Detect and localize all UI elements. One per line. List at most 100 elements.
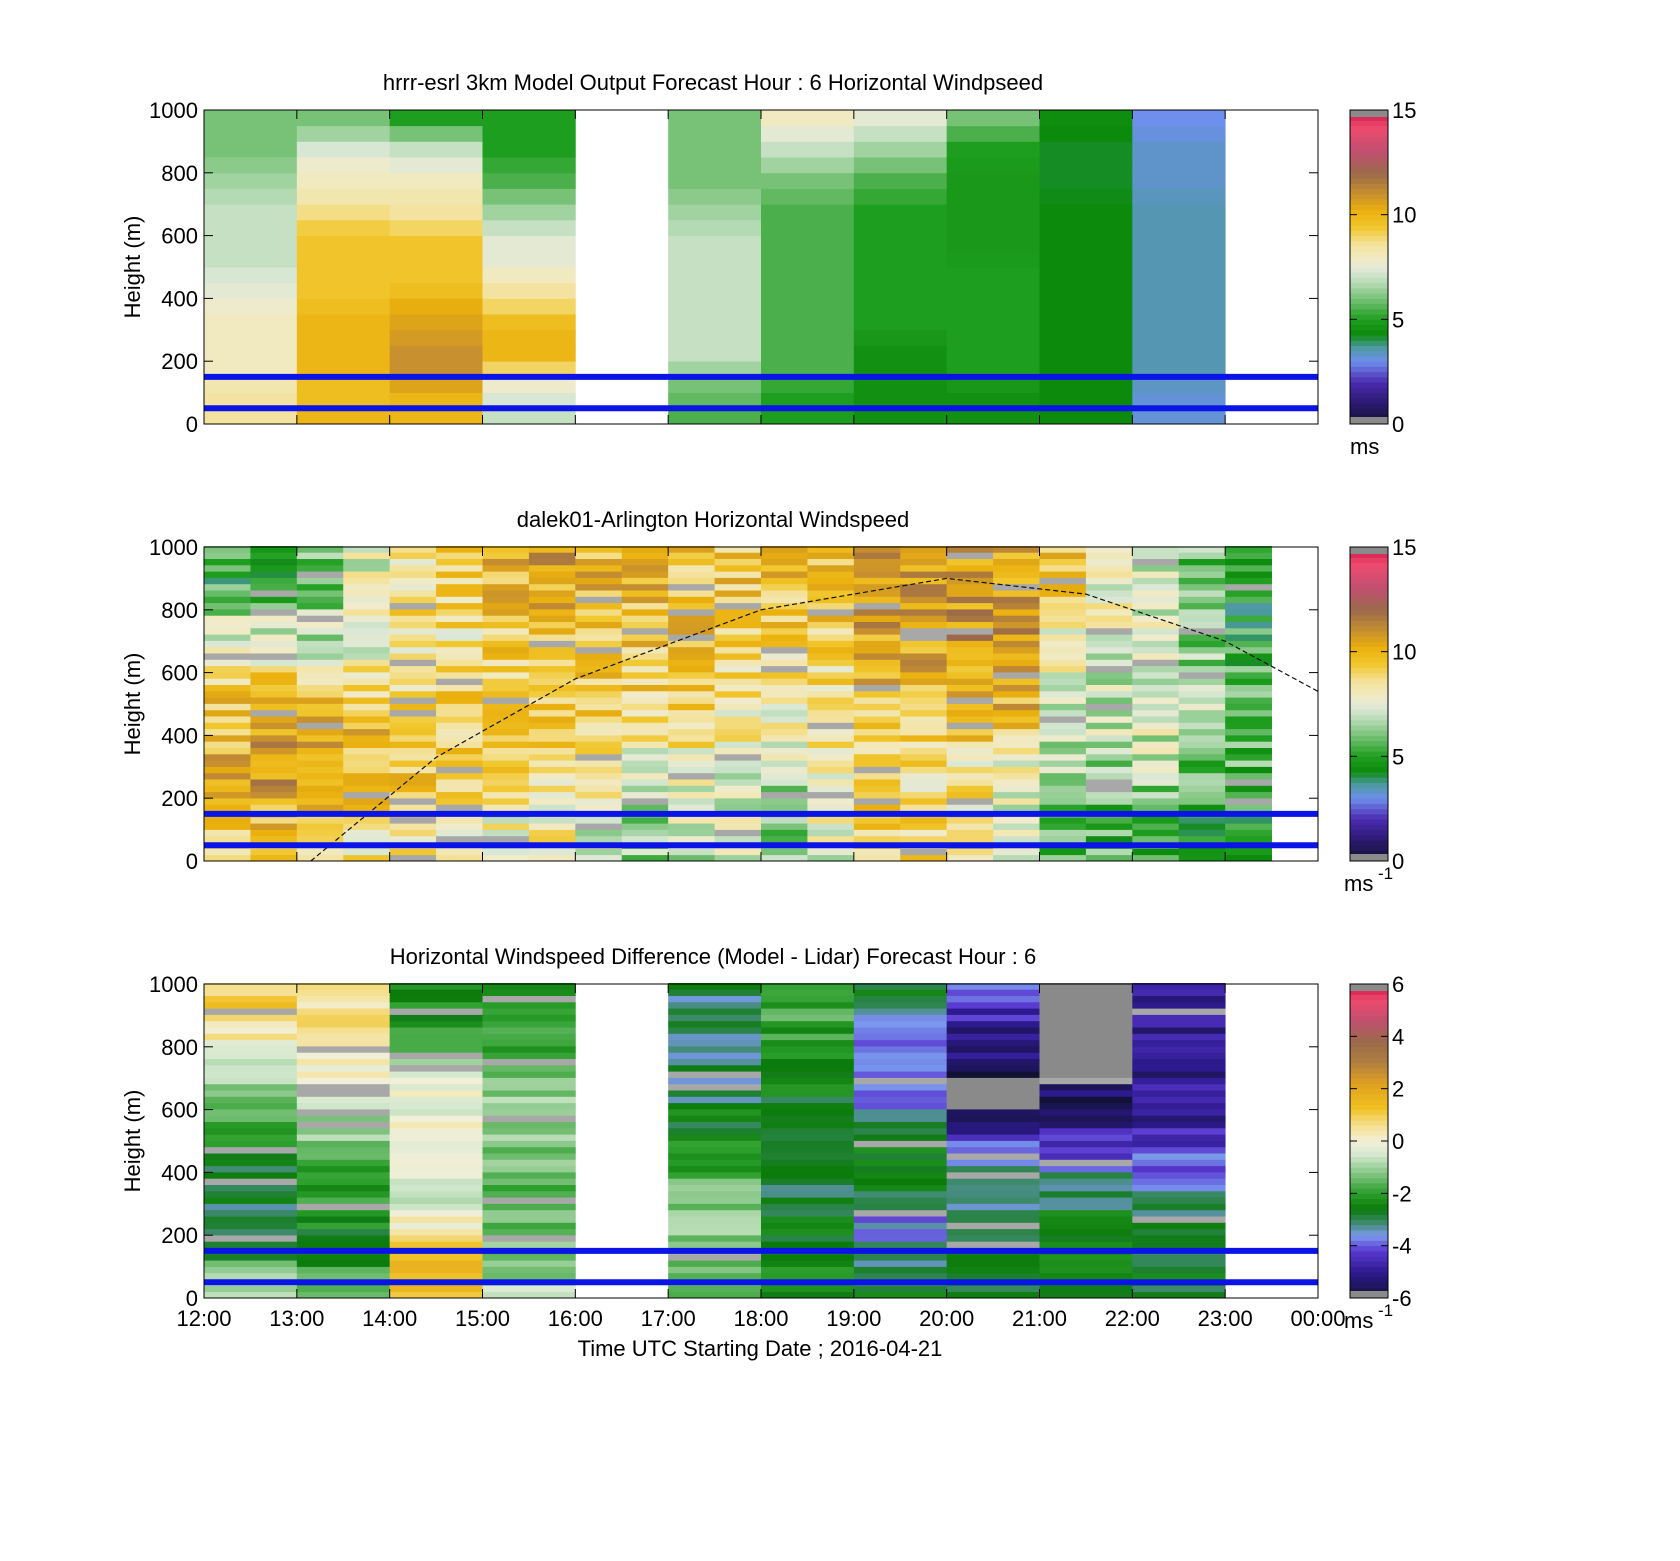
colorbar-unit: ms [1344,871,1373,896]
heatmap-cell [668,798,715,805]
heatmap-cell [436,741,483,748]
heatmap-cell [853,697,901,704]
heatmap-cell [436,854,483,862]
heatmap-cell [668,329,762,346]
colorbar-swatch [1350,994,1388,1001]
heatmap-cell [204,172,298,189]
heatmap-cell [853,816,901,824]
heatmap-cell [761,854,808,862]
heatmap-cell [1178,640,1226,648]
heatmap-cell [853,282,948,299]
heatmap-cell [761,392,855,409]
heatmap-cell [807,697,855,704]
heatmap-cell [204,1235,298,1242]
heatmap-cell [853,596,901,604]
heatmap-cell [993,848,1040,856]
heatmap-cell [482,735,530,742]
heatmap-cell [1039,627,1087,635]
heatmap-cell [807,627,855,635]
heatmap-cell [853,1064,948,1072]
colorbar-swatch [1350,314,1388,320]
heatmap-cell [389,596,437,604]
heatmap-cell [714,672,762,679]
heatmap-cell [714,798,762,805]
colorbar-swatch [1350,178,1388,184]
heatmap-cell [1132,1121,1226,1129]
heatmap-cell [1132,1285,1226,1293]
heatmap-cell [204,804,251,811]
heatmap-cell [900,646,948,654]
heatmap-cell [575,596,623,604]
heatmap-cell [1225,546,1272,553]
colorbar-swatch [1350,371,1388,378]
heatmap-cell [389,1134,483,1141]
heatmap-cell [761,983,855,990]
heatmap-cell [482,1253,576,1261]
heatmap-cell [389,829,437,837]
heatmap-cell [528,615,576,622]
heatmap-cell [853,298,948,315]
heatmap-cell [1039,804,1087,811]
heatmap-cell [1225,634,1272,641]
heatmap-cell [1132,1033,1226,1041]
heatmap-cell [296,722,344,730]
heatmap-cell [1039,1228,1133,1236]
colorbar-unit: ms [1350,434,1379,459]
heatmap-cell [1132,1020,1226,1028]
heatmap-cell [946,172,1040,189]
heatmap-cell [853,392,948,409]
heatmap-cell [668,709,715,717]
heatmap-cell [528,848,576,856]
heatmap-cell [1132,716,1180,723]
y-tick-label: 200 [161,786,198,811]
heatmap-cell [900,602,948,610]
y-axis-label: Height (m) [120,653,145,756]
heatmap-cell [204,1046,298,1053]
heatmap-cell [204,747,251,755]
heatmap-cell [946,1058,1040,1066]
heatmap-cell [482,816,530,824]
heatmap-cell [853,235,948,252]
heatmap-cell [1225,583,1272,591]
colorbar-swatch [1350,630,1388,637]
colorbar-swatch [1350,204,1388,210]
heatmap-cell [1225,798,1272,805]
heatmap-cell [575,659,623,667]
heatmap-cell [1039,684,1087,692]
heatmap-cell [853,1083,948,1091]
heatmap-cell [575,678,623,685]
heatmap-cell [853,267,948,284]
heatmap-cell [946,646,994,654]
colorbar-swatch [1350,340,1388,346]
heatmap-cell [1178,829,1226,837]
heatmap-cell [946,1241,1040,1248]
heatmap-cell [482,829,530,837]
heatmap-cell [296,829,344,837]
heatmap-cell [853,1272,948,1280]
heatmap-cell [436,690,483,698]
heatmap-cell [946,298,1040,315]
heatmap-cell [482,1153,576,1160]
heatmap-cell [1039,1014,1133,1022]
heatmap-cell [436,791,483,799]
heatmap-cell [946,1027,1040,1034]
heatmap-cell [807,577,855,585]
heatmap-cell [389,659,437,667]
heatmap-cell [900,640,948,648]
heatmap-cell [853,995,948,1003]
heatmap-cell [575,646,623,654]
heatmap-cell [853,804,901,811]
colorbar-swatch [1350,1036,1388,1043]
heatmap-cell [482,703,530,711]
heatmap-cell [296,1058,391,1066]
heatmap-cell [250,709,298,717]
heatmap-cell [761,804,808,811]
heatmap-cell [482,1020,576,1028]
heatmap-cell [389,1046,483,1053]
heatmap-cell [343,590,391,597]
heatmap-cell [1085,753,1133,761]
heatmap-cell [296,392,391,409]
heatmap-cell [575,602,623,610]
heatmap-cell [389,345,483,362]
